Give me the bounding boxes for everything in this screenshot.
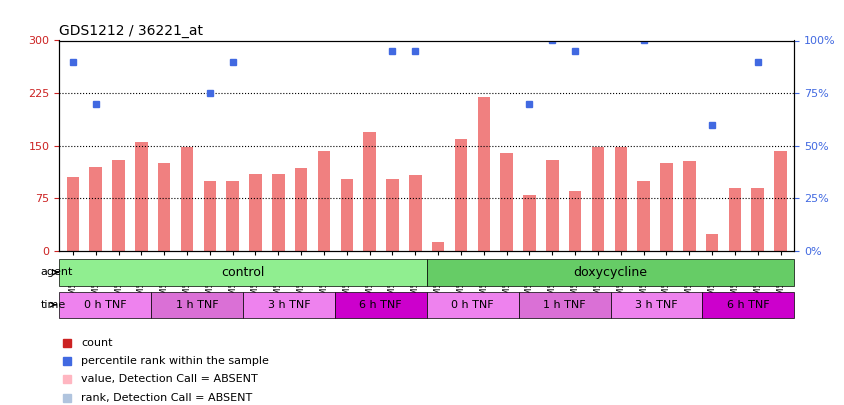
Text: GDS1212 / 36221_at: GDS1212 / 36221_at [59,24,203,38]
Bar [500,153,512,251]
FancyBboxPatch shape [609,292,701,318]
Bar [135,142,148,251]
Bar [773,151,786,251]
FancyBboxPatch shape [243,292,334,318]
Text: agent: agent [41,267,73,277]
Bar [249,174,262,251]
Text: 0 h TNF: 0 h TNF [451,300,494,310]
Bar [591,147,603,251]
Text: doxycycline: doxycycline [573,266,647,279]
Bar [636,181,649,251]
Bar [522,195,535,251]
Bar [67,177,79,251]
Bar [89,167,102,251]
Bar [750,188,763,251]
FancyBboxPatch shape [334,292,426,318]
Bar [317,151,330,251]
Bar [203,181,216,251]
FancyBboxPatch shape [518,292,609,318]
FancyBboxPatch shape [59,259,426,286]
Text: percentile rank within the sample: percentile rank within the sample [81,356,268,366]
Bar [682,161,695,251]
Text: count: count [81,338,112,348]
Text: control: control [221,266,264,279]
Bar [431,242,444,251]
Text: 6 h TNF: 6 h TNF [359,300,402,310]
FancyBboxPatch shape [426,259,793,286]
Bar [363,132,376,251]
Text: 1 h TNF: 1 h TNF [543,300,585,310]
Text: 3 h TNF: 3 h TNF [635,300,677,310]
Bar [272,174,284,251]
Bar [728,188,740,251]
Text: value, Detection Call = ABSENT: value, Detection Call = ABSENT [81,375,257,384]
Bar [568,192,581,251]
Bar [112,160,125,251]
FancyBboxPatch shape [59,292,151,318]
Bar [408,175,421,251]
Bar [158,163,170,251]
Text: 0 h TNF: 0 h TNF [84,300,127,310]
Text: time: time [41,300,66,310]
Bar [386,179,398,251]
FancyBboxPatch shape [151,292,243,318]
Bar [659,163,672,251]
Bar [545,160,558,251]
Bar [454,139,467,251]
FancyBboxPatch shape [701,292,793,318]
Bar [614,147,626,251]
Text: rank, Detection Call = ABSENT: rank, Detection Call = ABSENT [81,393,252,403]
FancyBboxPatch shape [426,292,518,318]
Bar [181,147,193,251]
Text: 6 h TNF: 6 h TNF [726,300,769,310]
Text: 3 h TNF: 3 h TNF [268,300,310,310]
Bar [477,97,490,251]
Text: 1 h TNF: 1 h TNF [176,300,218,310]
Bar [705,234,717,251]
Bar [340,179,353,251]
Bar [295,168,307,251]
Bar [226,181,239,251]
